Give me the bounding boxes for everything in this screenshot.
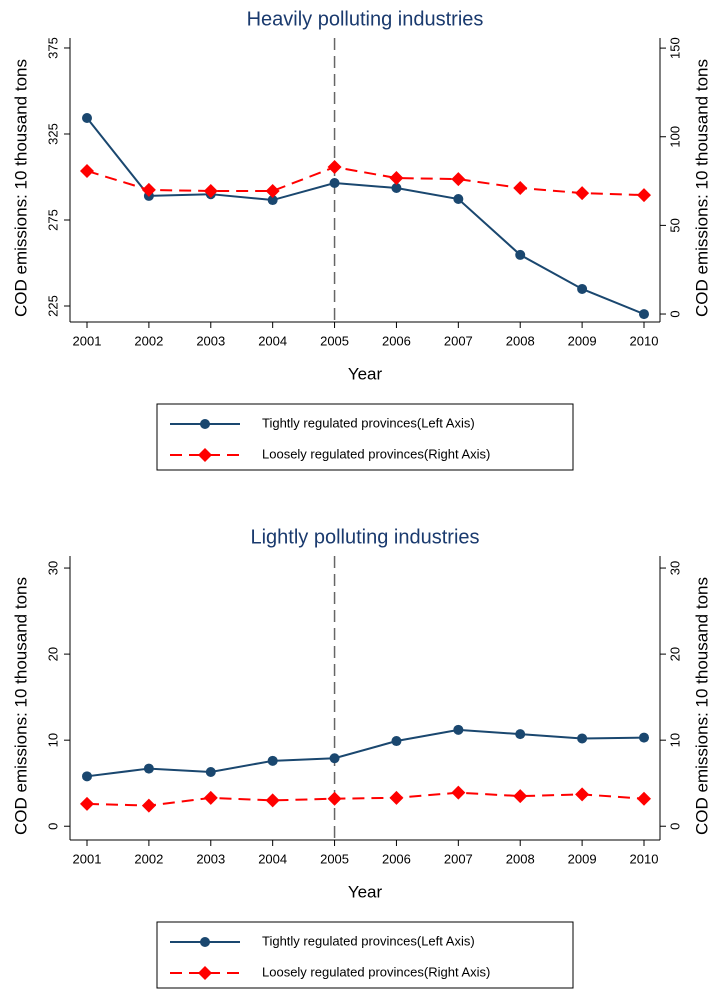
data-point	[205, 767, 216, 778]
data-point	[637, 188, 651, 203]
y-tick-label: 275	[45, 209, 60, 231]
data-point	[389, 790, 404, 805]
x-tick-label: 2002	[134, 851, 163, 866]
data-point	[141, 182, 156, 197]
data-point	[453, 724, 464, 735]
y-tick-label: 375	[45, 37, 60, 59]
legend-box	[156, 403, 574, 471]
y2-axis-title: COD emissions: 10 thousand tons	[692, 577, 711, 835]
data-point	[577, 733, 588, 744]
x-tick-label: 2010	[630, 333, 659, 348]
y-tick-label: 325	[45, 123, 60, 145]
x-tick-label: 2005	[320, 851, 349, 866]
chart: Heavily polluting industries 225 275 325 375…	[11, 8, 711, 471]
y2-axis-title: COD emissions: 10 thousand tons	[692, 59, 711, 317]
data-point	[391, 736, 402, 747]
y-tick-label: 0	[45, 823, 60, 830]
data-point	[329, 178, 340, 189]
data-point	[639, 309, 649, 320]
x-tick-label: 2008	[506, 333, 535, 348]
series-line	[86, 166, 645, 197]
data-point	[80, 796, 94, 811]
data-point	[451, 172, 466, 187]
y2-tick-label: 100	[667, 126, 682, 148]
x-tick-label: 2004	[258, 851, 287, 866]
y-tick-label: 30	[45, 561, 60, 575]
x-tick-label: 2003	[196, 851, 225, 866]
data-point	[391, 182, 402, 193]
x-axis-title: Year	[348, 364, 383, 383]
data-point	[577, 283, 588, 294]
data-point	[265, 793, 280, 808]
y-tick-label: 225	[45, 295, 60, 317]
legend-box	[156, 921, 574, 989]
x-tick-label: 2001	[73, 851, 102, 866]
data-point	[327, 791, 342, 806]
x-tick-label: 2009	[568, 851, 597, 866]
data-point	[82, 112, 92, 123]
y-axis-title: COD emissions: 10 thousand tons	[11, 577, 30, 835]
y2-tick-label: 50	[667, 218, 682, 232]
x-tick-label: 2007	[444, 851, 473, 866]
data-point	[515, 249, 526, 260]
data-point	[267, 195, 278, 206]
y2-tick-label: 10	[667, 733, 682, 747]
y2-tick-label: 0	[667, 823, 682, 830]
data-point	[203, 790, 218, 805]
y2-tick-label: 150	[667, 37, 682, 59]
data-point	[453, 194, 464, 205]
x-axis-title: Year	[348, 882, 383, 901]
data-point	[639, 732, 649, 743]
x-tick-label: 2010	[630, 851, 659, 866]
data-point	[451, 785, 466, 800]
y2-tick-label: 0	[667, 310, 682, 317]
data-point	[575, 787, 590, 802]
data-point	[265, 183, 280, 198]
chart-title: Lightly polluting industries	[250, 526, 479, 548]
data-point	[267, 755, 278, 766]
legend-label: Tightly regulated provinces(Left Axis)	[262, 415, 475, 430]
x-tick-label: 2001	[73, 333, 102, 348]
data-point	[203, 183, 218, 198]
y2-tick-label: 20	[667, 647, 682, 661]
x-tick-label: 2004	[258, 333, 287, 348]
chart: Lightly polluting industries 0 10 20 30 0 10 20…	[11, 526, 711, 989]
legend-marker	[200, 937, 210, 947]
data-point	[637, 791, 651, 806]
legend-marker	[198, 966, 212, 980]
data-point	[141, 798, 156, 813]
data-point	[515, 729, 526, 740]
x-tick-label: 2007	[444, 333, 473, 348]
data-point	[513, 180, 528, 195]
y-tick-label: 10	[45, 733, 60, 747]
x-tick-label: 2003	[196, 333, 225, 348]
y2-tick-label: 30	[667, 561, 682, 575]
data-point	[389, 171, 404, 186]
x-tick-label: 2008	[506, 851, 535, 866]
legend-marker	[198, 448, 212, 462]
data-point	[82, 771, 92, 782]
x-tick-label: 2006	[382, 851, 411, 866]
series-line	[86, 117, 645, 316]
y-tick-label: 20	[45, 647, 60, 661]
x-tick-label: 2002	[134, 333, 163, 348]
legend-label: Tightly regulated provinces(Left Axis)	[262, 933, 475, 948]
legend-label: Loosely regulated provinces(Right Axis)	[262, 964, 490, 979]
data-point	[80, 163, 94, 178]
x-tick-label: 2009	[568, 333, 597, 348]
data-point	[513, 789, 528, 804]
data-point	[143, 763, 154, 774]
legend-marker	[200, 419, 210, 429]
data-point	[327, 160, 342, 175]
x-tick-label: 2005	[320, 333, 349, 348]
y-axis-title: COD emissions: 10 thousand tons	[11, 59, 30, 317]
legend-label: Loosely regulated provinces(Right Axis)	[262, 446, 490, 461]
chart-title: Heavily polluting industries	[247, 8, 484, 30]
data-point	[329, 753, 340, 764]
data-point	[575, 186, 590, 201]
series-line	[86, 728, 645, 778]
x-tick-label: 2006	[382, 333, 411, 348]
series-line	[86, 791, 645, 807]
